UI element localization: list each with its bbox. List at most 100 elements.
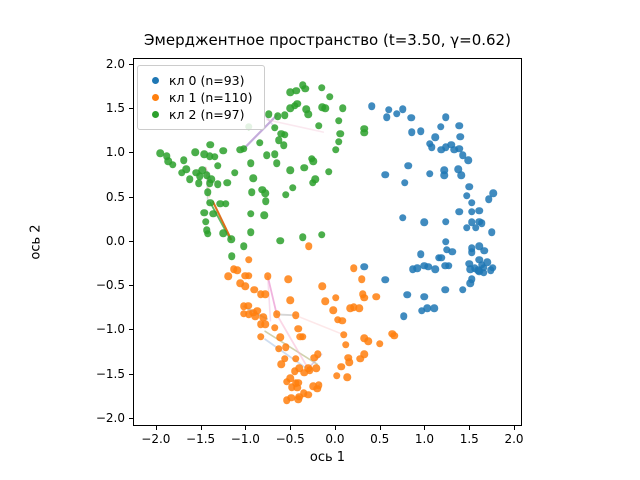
scatter-point-cluster-0 <box>454 165 463 174</box>
scatter-point-cluster-2 <box>324 168 333 176</box>
scatter-point-cluster-2 <box>178 169 186 177</box>
legend-label: кл 1 (n=110) <box>169 90 253 105</box>
scatter-point-cluster-2 <box>200 208 208 217</box>
plot-area: кл 0 (n=93) кл 1 (n=110) кл 2 (n=97) <box>133 58 522 426</box>
scatter-point-cluster-1 <box>299 389 308 397</box>
scatter-point-cluster-2 <box>360 129 369 137</box>
scatter-point-cluster-1 <box>274 345 283 353</box>
scatter-point-cluster-0 <box>381 276 389 284</box>
scatter-point-cluster-0 <box>418 307 426 315</box>
scatter-point-cluster-0 <box>437 146 446 154</box>
x-tick-label: −0.5 <box>275 432 305 446</box>
legend-row-cluster-2: кл 2 (n=97) <box>146 106 252 123</box>
scatter-point-cluster-1 <box>295 393 303 401</box>
scatter-point-cluster-0 <box>447 140 456 149</box>
scatter-point-cluster-1 <box>256 290 265 298</box>
scatter-point-cluster-0 <box>455 145 464 153</box>
scatter-point-cluster-0 <box>401 178 409 187</box>
scatter-point-cluster-2 <box>255 138 264 147</box>
scatter-point-cluster-2 <box>286 104 294 112</box>
scatter-point-cluster-1 <box>282 377 291 386</box>
scatter-point-cluster-1 <box>236 279 244 288</box>
scatter-point-cluster-1 <box>293 384 302 392</box>
scatter-point-cluster-1 <box>295 364 303 373</box>
y-tick-mark <box>129 329 133 331</box>
cluster-edge <box>294 314 345 336</box>
scatter-point-cluster-0 <box>456 132 465 141</box>
scatter-point-cluster-2 <box>200 150 208 158</box>
scatter-point-cluster-2 <box>298 233 307 242</box>
scatter-point-cluster-0 <box>479 269 488 277</box>
scatter-point-cluster-1 <box>261 320 269 328</box>
scatter-point-cluster-1 <box>360 293 369 302</box>
scatter-point-cluster-1 <box>245 255 253 264</box>
scatter-point-cluster-1 <box>364 337 372 345</box>
x-tick-mark <box>245 426 247 430</box>
scatter-point-cluster-2 <box>198 166 207 174</box>
scatter-point-cluster-2 <box>227 235 235 243</box>
scatter-point-cluster-2 <box>286 166 294 174</box>
scatter-point-cluster-1 <box>298 332 307 341</box>
scatter-point-cluster-2 <box>211 153 219 161</box>
legend-marker-icon <box>152 77 159 84</box>
scatter-point-cluster-0 <box>437 254 446 262</box>
scatter-point-cluster-0 <box>468 275 476 283</box>
scatter-point-cluster-0 <box>459 285 467 294</box>
cluster-edge <box>266 275 278 316</box>
scatter-point-cluster-1 <box>310 354 319 362</box>
scatter-point-cluster-2 <box>219 146 227 155</box>
scatter-point-cluster-2 <box>216 200 225 208</box>
x-axis-label: ось 1 <box>309 450 346 465</box>
scatter-point-cluster-2 <box>293 100 302 108</box>
scatter-point-cluster-2 <box>209 209 217 218</box>
scatter-point-cluster-1 <box>304 391 312 399</box>
scatter-point-cluster-1 <box>277 360 285 368</box>
scatter-point-cluster-2 <box>280 141 288 150</box>
scatter-point-cluster-0 <box>475 255 483 264</box>
scatter-point-cluster-0 <box>475 267 483 275</box>
scatter-point-cluster-1 <box>256 332 265 341</box>
scatter-point-cluster-0 <box>466 279 474 288</box>
x-tick-label: −1.0 <box>230 432 260 446</box>
scatter-point-cluster-2 <box>247 228 255 236</box>
legend-marker-icon <box>152 111 159 118</box>
scatter-point-cluster-2 <box>213 161 222 170</box>
y-axis-label: ось 2 <box>28 224 44 260</box>
scatter-point-cluster-0 <box>420 218 429 227</box>
scatter-point-cluster-0 <box>420 292 429 301</box>
y-tick-label: 0.5 <box>105 189 125 204</box>
scatter-point-cluster-1 <box>256 320 265 328</box>
scatter-point-cluster-0 <box>399 214 407 222</box>
scatter-point-cluster-1 <box>318 282 327 290</box>
scatter-point-cluster-2 <box>182 165 191 174</box>
scatter-point-cluster-0 <box>475 207 483 215</box>
scatter-point-cluster-1 <box>345 358 353 366</box>
scatter-point-cluster-1 <box>358 275 366 283</box>
scatter-point-cluster-0 <box>448 247 456 256</box>
scatter-point-cluster-0 <box>403 291 412 299</box>
legend-row-cluster-0: кл 0 (n=93) <box>146 72 252 89</box>
x-tick-mark <box>514 426 516 430</box>
scatter-point-cluster-2 <box>262 197 270 205</box>
scatter-point-cluster-1 <box>272 310 281 319</box>
scatter-point-cluster-0 <box>407 114 415 122</box>
scatter-point-cluster-1 <box>250 285 259 294</box>
scatter-point-cluster-1 <box>306 366 314 374</box>
scatter-point-cluster-2 <box>207 175 216 183</box>
chart-title: Эмерджентное пространство (t=3.50, γ=0.6… <box>144 31 511 49</box>
scatter-point-cluster-2 <box>206 199 215 207</box>
scatter-point-cluster-0 <box>442 217 450 226</box>
y-tick-label: 0.0 <box>105 233 125 248</box>
scatter-point-cluster-2 <box>271 150 279 158</box>
scatter-point-cluster-1 <box>300 369 309 377</box>
cluster-edge <box>264 330 318 365</box>
scatter-point-cluster-1 <box>239 302 248 311</box>
scatter-point-cluster-2 <box>204 188 212 197</box>
scatter-point-cluster-2 <box>271 123 279 132</box>
scatter-point-cluster-1 <box>286 374 294 382</box>
scatter-point-cluster-0 <box>360 262 369 271</box>
scatter-point-cluster-2 <box>281 131 289 139</box>
scatter-point-cluster-0 <box>488 263 497 272</box>
scatter-point-cluster-1 <box>291 311 300 320</box>
scatter-point-cluster-2 <box>325 92 334 101</box>
